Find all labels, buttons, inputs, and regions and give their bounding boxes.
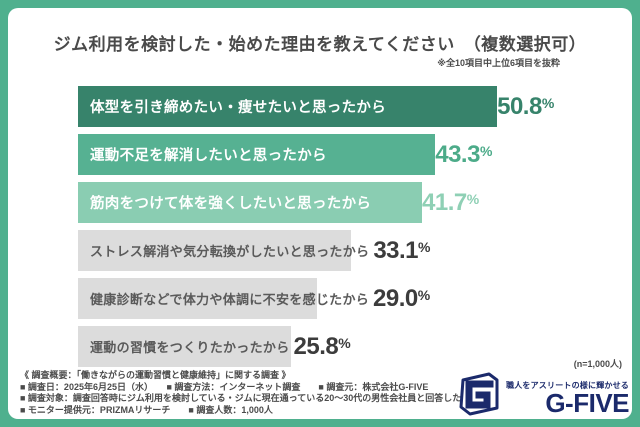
bar-value-label: 50.8% bbox=[497, 92, 554, 120]
bar-row: 運動不足を解消したいと思ったから 43.3% bbox=[78, 134, 626, 175]
bar bbox=[78, 278, 318, 319]
bar-value-label: 33.1% bbox=[373, 236, 430, 264]
percent-sign: % bbox=[466, 190, 479, 207]
bar-row: 運動の習慣をつくりたかったから 25.8% bbox=[78, 326, 626, 367]
bar-category-label: 筋肉をつけて体を強くしたいと思ったから bbox=[90, 196, 372, 212]
bar-row-content: 健康診断などで体力や体調に不安を感じたから 29.0% bbox=[78, 278, 626, 319]
logo-name: G-FIVE bbox=[545, 387, 629, 418]
bar-category-label: 体型を引き締めたい・痩せたいと思ったから bbox=[90, 100, 386, 116]
percent-sign: % bbox=[541, 94, 554, 111]
bar-value-label: 25.8% bbox=[293, 332, 351, 360]
gfive-logo-icon bbox=[459, 372, 499, 416]
bar-chart: 体型を引き締めたい・痩せたいと思ったから 50.8% 運動不足を解消したいと思ったか… bbox=[78, 86, 626, 374]
percent-sign: % bbox=[338, 334, 351, 351]
bar bbox=[78, 182, 423, 223]
bar bbox=[78, 230, 352, 271]
bar-category-label: 運動の習慣をつくりたかったから bbox=[90, 340, 290, 355]
survey-info-line: ■ 調査対象：調査回答時にジム利用を検討している・ジムに現在通っている20～30… bbox=[20, 393, 498, 403]
bar-value-number: 25.8 bbox=[293, 332, 339, 360]
bar-row-content: 体型を引き締めたい・痩せたいと思ったから 50.8% bbox=[78, 86, 626, 127]
percent-sign: % bbox=[418, 238, 430, 255]
bar-row-content: ストレス解消や気分転換がしたいと思ったから 33.1% bbox=[78, 230, 626, 271]
survey-info-line: ■ 調査日：2025年6月25日（水） ■ 調査方法：インターネット調査 ■ 調… bbox=[20, 381, 429, 392]
bar bbox=[78, 326, 291, 367]
chart-note: ※全10項目中上位6項目を抜粋 bbox=[437, 58, 560, 68]
bar-value-label: 41.7% bbox=[422, 188, 479, 216]
bar-value-label: 43.3% bbox=[435, 140, 492, 168]
bar-value-label: 29.0% bbox=[373, 284, 430, 312]
sample-size-label: (n=1,000人) bbox=[573, 359, 622, 369]
bar-value-number: 43.3 bbox=[435, 140, 480, 168]
bar-category-label: 運動不足を解消したいと思ったから bbox=[90, 148, 327, 164]
chart-title: ジム利用を検討した・始めた理由を教えてください （複数選択可） bbox=[53, 35, 587, 54]
bar-row-content: 運動不足を解消したいと思ったから 43.3% bbox=[78, 134, 626, 175]
bar-value-number: 41.7 bbox=[422, 188, 467, 216]
card: ジム利用を検討した・始めた理由を教えてください （複数選択可） ※全10項目中上… bbox=[8, 8, 632, 419]
logo-text-block: 職人をアスリートの様に輝かせる G-FIVE bbox=[506, 380, 629, 417]
bar-row: 体型を引き締めたい・痩せたいと思ったから 50.8% bbox=[78, 86, 626, 127]
bar-row: 健康診断などで体力や体調に不安を感じたから 29.0% bbox=[78, 278, 626, 319]
percent-sign: % bbox=[479, 142, 492, 159]
bar-row-content: 運動の習慣をつくりたかったから 25.8% bbox=[78, 326, 626, 367]
survey-info-heading: 《 調査概要：「働きながらの運動習慣と健康維持」に関する調査 》 bbox=[20, 370, 291, 380]
percent-sign: % bbox=[417, 286, 430, 303]
bar-row: ストレス解消や気分転換がしたいと思ったから 33.1% bbox=[78, 230, 626, 271]
bar-category-label: ストレス解消や気分転換がしたいと思ったから bbox=[90, 244, 370, 259]
bar-row-content: 筋肉をつけて体を強くしたいと思ったから 41.7% bbox=[78, 182, 626, 223]
logo-tagline: 職人をアスリートの様に輝かせる bbox=[506, 380, 629, 390]
survey-info-line: ■ モニター提供元：PRIZMAリサーチ ■ 調査人数：1,000人 bbox=[20, 404, 273, 415]
bar-value-number: 29.0 bbox=[373, 284, 418, 312]
bar-value-number: 50.8 bbox=[497, 92, 542, 120]
gfive-logo: 職人をアスリートの様に輝かせる G-FIVE bbox=[454, 371, 629, 417]
bar-category-label: 健康診断などで体力や体調に不安を感じたから bbox=[90, 292, 370, 307]
bar-row: 筋肉をつけて体を強くしたいと思ったから 41.7% bbox=[78, 182, 626, 223]
bar bbox=[78, 134, 436, 175]
survey-info: 《 調査概要：「働きながらの運動習慣と健康維持」に関する調査 》 ■ 調査日：2… bbox=[20, 370, 497, 416]
bar bbox=[78, 86, 498, 127]
bar-value-number: 33.1 bbox=[373, 236, 419, 264]
